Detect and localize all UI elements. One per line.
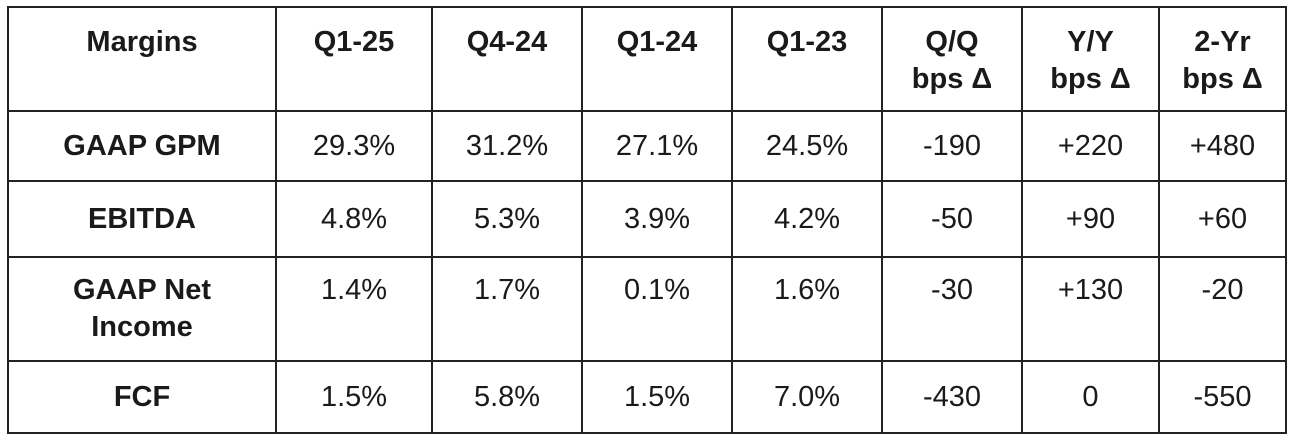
cell-ebitda-q1-24: 3.9% (581, 180, 733, 258)
header-row: Margins Q1-25 Q4-24 Q1-24 Q1-23 Q/Q bps … (7, 6, 1287, 112)
cell-fcf-q1-25: 1.5% (275, 360, 433, 434)
margins-table: Margins Q1-25 Q4-24 Q1-24 Q1-23 Q/Q bps … (7, 6, 1287, 434)
cell-net-income-q1-25: 1.4% (275, 256, 433, 362)
cell-net-income-q4-24: 1.7% (431, 256, 583, 362)
header-margins: Margins (7, 6, 277, 112)
cell-gaap-gpm-2yr: +480 (1158, 110, 1287, 182)
header-q1-24: Q1-24 (581, 6, 733, 112)
row-label-gaap-net-income: GAAP Net Income (7, 256, 277, 362)
table-row-ebitda: EBITDA 4.8% 5.3% 3.9% 4.2% -50 +90 +60 (7, 180, 1287, 258)
header-qq-bps: Q/Q bps Δ (881, 6, 1023, 112)
header-qq-line1: Q/Q (925, 26, 979, 58)
cell-net-income-q1-24: 0.1% (581, 256, 733, 362)
cell-net-income-2yr: -20 (1158, 256, 1287, 362)
cell-gaap-gpm-yy: +220 (1021, 110, 1160, 182)
row-label-gaap-gpm: GAAP GPM (7, 110, 277, 182)
row-label-gaap-net-income-line2: Income (91, 311, 193, 343)
cell-ebitda-qq: -50 (881, 180, 1023, 258)
margins-table-container: Margins Q1-25 Q4-24 Q1-24 Q1-23 Q/Q bps … (7, 6, 1287, 434)
cell-net-income-yy: +130 (1021, 256, 1160, 362)
cell-fcf-yy: 0 (1021, 360, 1160, 434)
header-yy-bps: Y/Y bps Δ (1021, 6, 1160, 112)
row-label-ebitda: EBITDA (7, 180, 277, 258)
cell-ebitda-2yr: +60 (1158, 180, 1287, 258)
header-q1-23: Q1-23 (731, 6, 883, 112)
cell-fcf-qq: -430 (881, 360, 1023, 434)
cell-gaap-gpm-q1-23: 24.5% (731, 110, 883, 182)
header-2yr-bps: 2-Yr bps Δ (1158, 6, 1287, 112)
header-yy-line2: bps Δ (1050, 63, 1131, 95)
header-qq-line2: bps Δ (911, 63, 993, 95)
header-q4-24: Q4-24 (431, 6, 583, 112)
cell-ebitda-q1-23: 4.2% (731, 180, 883, 258)
table-row-gaap-gpm: GAAP GPM 29.3% 31.2% 27.1% 24.5% -190 +2… (7, 110, 1287, 182)
cell-ebitda-q1-25: 4.8% (275, 180, 433, 258)
header-2yr-line1: 2-Yr (1194, 26, 1251, 58)
cell-gaap-gpm-q4-24: 31.2% (431, 110, 583, 182)
row-label-fcf: FCF (7, 360, 277, 434)
header-yy-line1: Y/Y (1067, 26, 1114, 58)
cell-fcf-q1-23: 7.0% (731, 360, 883, 434)
cell-net-income-q1-23: 1.6% (731, 256, 883, 362)
cell-gaap-gpm-q1-25: 29.3% (275, 110, 433, 182)
cell-gaap-gpm-q1-24: 27.1% (581, 110, 733, 182)
table-row-fcf: FCF 1.5% 5.8% 1.5% 7.0% -430 0 -550 (7, 360, 1287, 434)
header-2yr-line2: bps Δ (1182, 63, 1263, 95)
table-row-gaap-net-income: GAAP Net Income 1.4% 1.7% 0.1% 1.6% -30 … (7, 256, 1287, 362)
header-q1-25: Q1-25 (275, 6, 433, 112)
cell-gaap-gpm-qq: -190 (881, 110, 1023, 182)
cell-net-income-qq: -30 (881, 256, 1023, 362)
cell-ebitda-yy: +90 (1021, 180, 1160, 258)
cell-ebitda-q4-24: 5.3% (431, 180, 583, 258)
cell-fcf-2yr: -550 (1158, 360, 1287, 434)
cell-fcf-q1-24: 1.5% (581, 360, 733, 434)
cell-fcf-q4-24: 5.8% (431, 360, 583, 434)
row-label-gaap-net-income-line1: GAAP Net (72, 274, 212, 306)
